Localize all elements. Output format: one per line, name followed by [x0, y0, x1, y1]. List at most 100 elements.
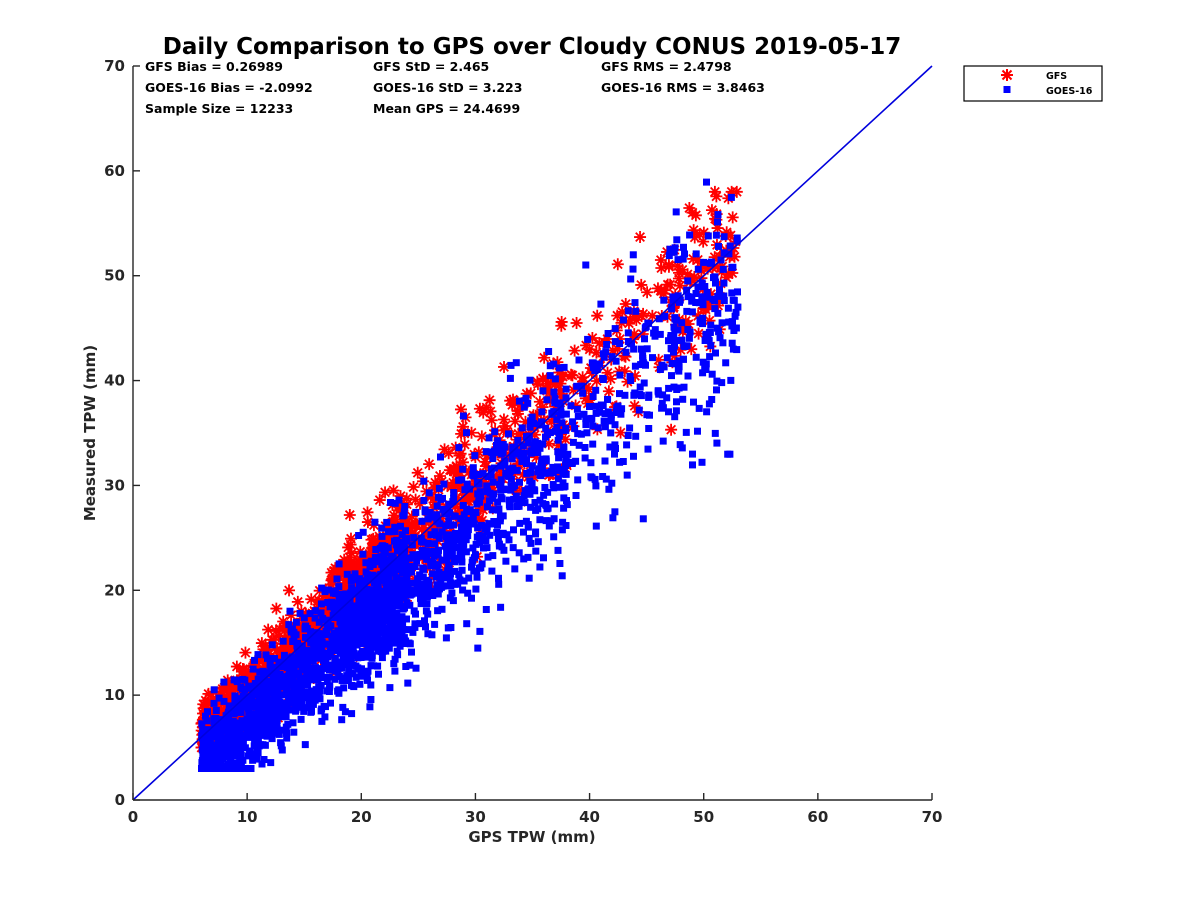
goes16-point [221, 753, 229, 761]
gfs-point [710, 190, 723, 203]
goes16-point [442, 574, 450, 582]
goes16-point [550, 408, 558, 416]
goes16-point [391, 611, 399, 619]
gfs-point [687, 224, 700, 237]
gfs-point [389, 513, 402, 526]
gfs-point [337, 559, 350, 572]
goes16-point [526, 423, 534, 431]
gfs-point [400, 492, 413, 505]
gfs-point [270, 624, 283, 637]
goes16-point [528, 462, 536, 470]
goes16-point [494, 498, 502, 506]
gfs-point [583, 343, 596, 356]
goes16-point [489, 552, 497, 560]
goes16-point [335, 689, 343, 697]
goes16-point [338, 676, 346, 684]
goes16-point [543, 431, 551, 438]
gfs-point [728, 250, 741, 263]
goes16-point [416, 551, 424, 558]
goes16-point [494, 535, 502, 543]
goes16-point [727, 376, 735, 384]
goes16-point [441, 542, 449, 550]
goes16-point [266, 661, 274, 669]
goes16-point [315, 618, 323, 626]
goes16-point [347, 577, 355, 584]
goes16-point [474, 524, 482, 532]
goes16-point [337, 595, 345, 603]
goes16-point [478, 560, 486, 568]
goes16-point [370, 619, 378, 626]
goes16-point [424, 630, 432, 638]
goes16-point [259, 713, 267, 721]
goes16-point [458, 566, 466, 574]
y-tick-label: 0 [115, 791, 125, 809]
goes16-point [254, 651, 262, 659]
gfs-point [590, 346, 603, 359]
goes16-point [542, 517, 550, 525]
goes16-point [473, 567, 481, 575]
goes16-point [624, 329, 632, 337]
goes16-point [497, 462, 505, 470]
goes16-point [560, 504, 568, 512]
goes16-point [293, 700, 301, 708]
goes16-point [577, 430, 585, 438]
goes16-point [384, 592, 392, 599]
gfs-point [708, 251, 721, 264]
goes16-point [427, 562, 435, 570]
gfs-point [295, 623, 308, 636]
goes16-point [442, 533, 450, 541]
gfs-point [681, 268, 694, 281]
goes16-point [617, 410, 625, 418]
goes16-point [635, 406, 643, 414]
goes16-point [589, 422, 597, 430]
goes16-point [463, 429, 470, 437]
goes16-point [592, 522, 600, 530]
goes16-point [308, 687, 316, 695]
goes16-point [465, 574, 473, 582]
x-tick-label: 0 [128, 808, 138, 826]
goes16-point [263, 724, 271, 732]
goes16-point [448, 589, 456, 597]
goes16-point [345, 666, 353, 674]
gfs-point [662, 258, 675, 271]
gfs-point [205, 687, 218, 700]
goes16-point [339, 703, 347, 711]
goes16-point [671, 244, 679, 252]
goes16-point [408, 648, 415, 656]
goes16-point [347, 650, 354, 658]
goes16-point [485, 497, 493, 505]
goes16-point [582, 415, 590, 423]
goes16-point [390, 568, 398, 575]
goes16-point [586, 403, 593, 410]
goes16-point [542, 501, 550, 508]
gfs-point [559, 433, 572, 446]
goes16-point [538, 418, 545, 426]
goes16-point [618, 405, 626, 413]
goes16-point [331, 656, 339, 663]
gfs-point [327, 564, 340, 577]
goes16-point [574, 430, 582, 438]
goes16-point [479, 533, 487, 540]
gfs-point [601, 366, 614, 379]
goes16-point [527, 503, 535, 511]
goes16-point [562, 424, 570, 432]
goes16-point [459, 534, 467, 542]
goes16-point [426, 508, 434, 516]
goes16-point [550, 484, 558, 492]
gfs-point [511, 407, 524, 420]
gfs-point [326, 572, 339, 585]
goes16-point [500, 546, 508, 554]
goes16-point [404, 679, 412, 687]
goes16-point [388, 587, 396, 595]
goes16-point [308, 651, 315, 658]
goes16-point [554, 475, 562, 483]
goes16-point [644, 445, 652, 453]
goes16-point [580, 410, 588, 418]
goes16-point [555, 454, 563, 462]
gfs-point [283, 584, 296, 597]
goes16-point [323, 678, 331, 685]
goes16-point [330, 629, 338, 637]
goes16-point [349, 682, 357, 690]
gfs-point [602, 385, 615, 398]
gfs-point [509, 415, 522, 428]
